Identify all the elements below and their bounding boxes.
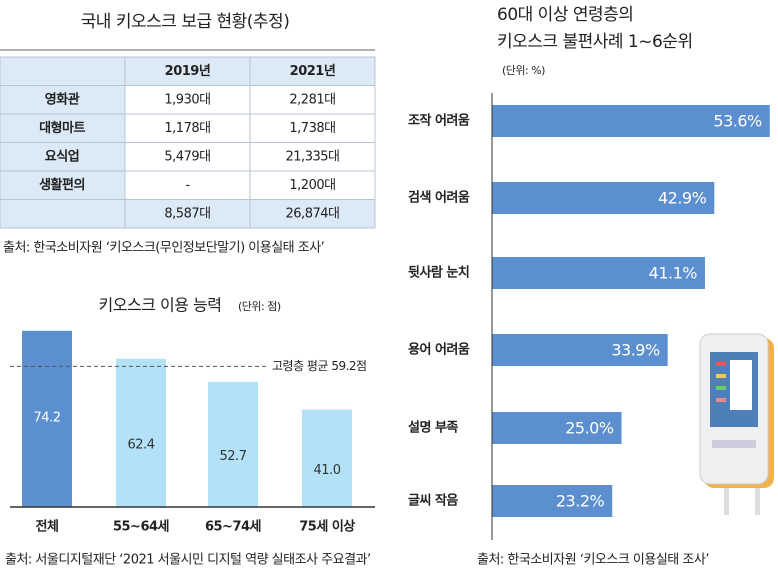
- bar: [22, 330, 72, 507]
- table-cell-text: 8,587대: [164, 206, 210, 221]
- table-title: 국내 키오스크 보급 현황(추정): [81, 12, 290, 32]
- y-tick-label: 설명 부족: [408, 420, 458, 436]
- x-tick-label: 전체: [36, 519, 59, 535]
- chart-title: 60대 이상 연령층의: [497, 5, 633, 25]
- y-tick-label: 용어 어려움: [408, 342, 470, 358]
- bar: [208, 381, 258, 507]
- table-cell-text: 1,930대: [164, 92, 210, 107]
- table-cell: [249, 113, 376, 143]
- table-cell: [124, 199, 251, 229]
- kiosk-illustration: [699, 333, 774, 515]
- reference-label: 고령층 평균 59.2점: [272, 359, 367, 373]
- y-tick-label: 글씨 작음: [408, 493, 458, 509]
- table-cell: [0, 199, 126, 229]
- row-label: 영화관: [45, 91, 80, 107]
- table-cell: [124, 170, 251, 200]
- bar: [492, 257, 705, 289]
- table-cell: [249, 85, 376, 115]
- table-cell: [249, 199, 376, 229]
- table-cell: [249, 142, 376, 172]
- value-label: 25.0%: [565, 419, 614, 438]
- bar: [492, 105, 770, 137]
- row-label: 생활편의: [39, 177, 85, 193]
- y-tick-label: 조작 어려움: [408, 113, 470, 129]
- table-cell-text: 1,200대: [289, 178, 335, 193]
- row-label: 요식업: [45, 148, 79, 164]
- row-label: 대형마트: [39, 120, 85, 136]
- table-cell-text: -: [185, 178, 190, 193]
- table-cell-text: 1,178대: [164, 121, 210, 136]
- table-cell: [0, 170, 126, 200]
- bar: [492, 412, 622, 444]
- table-cell-text: 5,479대: [164, 149, 210, 164]
- chart-title: 키오스크 이용 능력: [99, 296, 222, 315]
- x-tick-label: 75세 이상: [299, 519, 355, 535]
- table-cell: [124, 113, 251, 143]
- chart-source: 출처: 한국소비자원 ‘키오스크 이용실태 조사’: [477, 553, 709, 568]
- value-label: 74.2: [34, 411, 61, 426]
- y-tick-label: 검색 어려움: [408, 190, 470, 206]
- x-tick-label: 65~74세: [205, 520, 261, 535]
- value-label: 62.4: [128, 437, 155, 452]
- value-label: 33.9%: [611, 341, 660, 360]
- value-label: 23.2%: [556, 492, 605, 511]
- chart-title: 키오스크 불편사례 1~6순위: [497, 32, 693, 52]
- bar: [302, 409, 352, 507]
- value-label: 42.9%: [658, 189, 707, 208]
- table-cell-text: 26,874대: [286, 206, 340, 221]
- table-header: 2019년: [165, 64, 211, 79]
- bar: [116, 358, 166, 507]
- chart-source: 출처: 서울디지털재단 ‘2021 서울시민 디지털 역량 실태조사 주요결과’: [5, 553, 371, 568]
- table-cell: [124, 142, 251, 172]
- table-cell: [124, 56, 251, 86]
- y-tick-label: 뒷사람 눈치: [408, 265, 469, 281]
- value-label: 52.7: [220, 449, 247, 464]
- table-cell-text: 21,335대: [286, 149, 340, 164]
- bar: [492, 182, 715, 214]
- chart-unit: (단위: %): [502, 64, 545, 77]
- table-cell: [249, 56, 376, 86]
- value-label: 53.6%: [713, 112, 762, 131]
- table-source: 출처: 한국소비자원 ‘키오스크(무인정보단말기) 이용실태 조사’: [3, 241, 324, 256]
- table-cell-text: 2,281대: [289, 92, 335, 107]
- bar: [492, 485, 613, 517]
- table-cell: [0, 56, 126, 86]
- table-header: 2021년: [290, 64, 336, 79]
- table-cell-text: 1,738대: [289, 121, 335, 136]
- value-label: 41.0: [314, 463, 341, 478]
- table-cell: [0, 142, 126, 172]
- bar: [492, 334, 668, 366]
- chart-unit: (단위: 점): [238, 300, 281, 313]
- x-tick-label: 55~64세: [113, 520, 169, 535]
- value-label: 41.1%: [649, 264, 698, 283]
